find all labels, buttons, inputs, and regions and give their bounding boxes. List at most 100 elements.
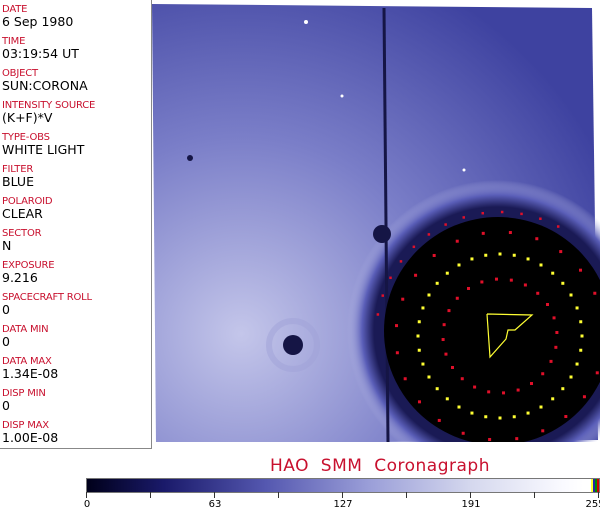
field-label: TYPE-OBS xyxy=(2,132,50,143)
overlay-marker xyxy=(395,324,399,328)
field-label: FILTER xyxy=(2,164,34,175)
field-value: N xyxy=(2,238,12,253)
overlay-marker xyxy=(515,437,519,441)
overlay-marker xyxy=(488,437,492,441)
header-field: OBJECT SUN:CORONA xyxy=(2,68,88,93)
field-label: SECTOR xyxy=(2,228,42,239)
overlay-marker xyxy=(575,362,579,366)
overlay-marker xyxy=(467,286,471,290)
overlay-marker xyxy=(582,395,586,399)
overlay-marker xyxy=(462,216,465,219)
overlay-marker xyxy=(427,375,431,379)
field-value: 9.216 xyxy=(2,270,38,285)
overlay-marker xyxy=(564,415,568,419)
overlay-marker xyxy=(561,281,565,285)
field-label: POLAROID xyxy=(2,196,53,207)
header-field: TIME 03:19:54 UT xyxy=(2,36,79,61)
field-value: 0 xyxy=(2,398,10,413)
overlay-marker xyxy=(512,253,516,257)
header-field: DATE 6 Sep 1980 xyxy=(2,4,73,29)
field-value: 6 Sep 1980 xyxy=(2,14,74,29)
overlay-marker xyxy=(509,278,513,282)
overlay-marker xyxy=(554,345,558,349)
colorbar-tick xyxy=(214,492,215,498)
overlay-marker xyxy=(455,296,459,300)
field-label: SPACECRAFT ROLL xyxy=(2,292,92,303)
overlay-marker xyxy=(427,293,431,297)
occulter-pylon xyxy=(382,7,390,443)
overlay-marker xyxy=(381,294,385,297)
coronagraph-image xyxy=(152,0,600,448)
overlay-marker xyxy=(417,320,421,324)
overlay-marker xyxy=(442,323,446,327)
sector-outline xyxy=(486,313,534,359)
header-field: FILTER BLUE xyxy=(2,164,34,189)
dark-spot xyxy=(283,335,303,355)
field-label: TIME xyxy=(2,36,26,47)
overlay-marker xyxy=(421,306,425,310)
instrument-title: HAO SMM Coronagraph xyxy=(270,456,490,476)
colorbar-tick xyxy=(278,492,279,498)
overlay-marker xyxy=(401,297,405,301)
field-value: 03:19:54 UT xyxy=(2,46,79,61)
header-field: SPACECRAFT ROLL 0 xyxy=(2,292,92,317)
field-label: OBJECT xyxy=(2,68,38,79)
overlay-marker xyxy=(480,280,484,284)
overlay-marker xyxy=(539,405,543,409)
overlay-marker xyxy=(455,239,459,243)
overlay-marker xyxy=(595,371,599,375)
overlay-marker xyxy=(539,217,542,221)
colorbar-tick xyxy=(86,492,87,498)
overlay-marker xyxy=(551,397,555,401)
field-value: 1.00E-08 xyxy=(2,430,59,445)
colorbar-tick xyxy=(598,492,599,498)
field-value: CLEAR xyxy=(2,206,43,221)
overlay-marker xyxy=(444,352,448,356)
colorbar-tick xyxy=(406,492,407,498)
overlay-marker xyxy=(457,263,461,267)
overlay-marker xyxy=(417,400,421,404)
coronagraph-image-svg xyxy=(152,2,600,448)
overlay-marker xyxy=(435,387,439,391)
overlay-marker xyxy=(414,273,418,277)
colorbar-tick xyxy=(470,492,471,498)
field-label: DATA MAX xyxy=(2,356,52,367)
colorbar-tick-label: 191 xyxy=(461,499,481,510)
header-field: POLAROID CLEAR xyxy=(2,196,53,221)
overlay-marker xyxy=(470,257,474,261)
overlay-marker xyxy=(580,334,584,338)
overlay-marker xyxy=(460,377,464,381)
header-field: DISP MIN 0 xyxy=(2,388,46,413)
overlay-marker xyxy=(435,281,439,285)
overlay-marker xyxy=(445,397,449,401)
overlay-marker xyxy=(399,260,403,263)
field-label: EXPOSURE xyxy=(2,260,55,271)
overlay-marker xyxy=(535,237,539,241)
overlay-marker xyxy=(552,316,556,320)
colorbar xyxy=(86,478,600,493)
overlay-marker xyxy=(441,338,445,342)
overlay-marker xyxy=(500,210,504,214)
overlay-marker xyxy=(481,211,484,215)
overlay-marker xyxy=(556,225,560,228)
colorbar-tick xyxy=(342,492,343,498)
overlay-markers xyxy=(376,210,599,441)
header-field: TYPE-OBS WHITE LIGHT xyxy=(2,132,84,157)
header-field: DATA MIN 0 xyxy=(2,324,49,349)
colorbar-tick xyxy=(534,492,535,498)
overlay-marker xyxy=(427,233,431,236)
overlay-marker xyxy=(523,283,527,287)
overlay-marker xyxy=(484,415,488,419)
field-value: BLUE xyxy=(2,174,34,189)
field-label: DISP MAX xyxy=(2,420,49,431)
header-field: DISP MAX 1.00E-08 xyxy=(2,420,58,445)
overlay-marker xyxy=(416,334,420,338)
overlay-marker xyxy=(494,277,498,281)
overlay-marker xyxy=(526,257,530,261)
header-field: SECTOR N xyxy=(2,228,42,253)
overlay-marker xyxy=(555,330,559,334)
field-label: DATE xyxy=(2,4,28,15)
field-value: SUN:CORONA xyxy=(2,78,88,93)
overlay-marker xyxy=(502,391,506,395)
overlay-marker xyxy=(473,385,477,389)
